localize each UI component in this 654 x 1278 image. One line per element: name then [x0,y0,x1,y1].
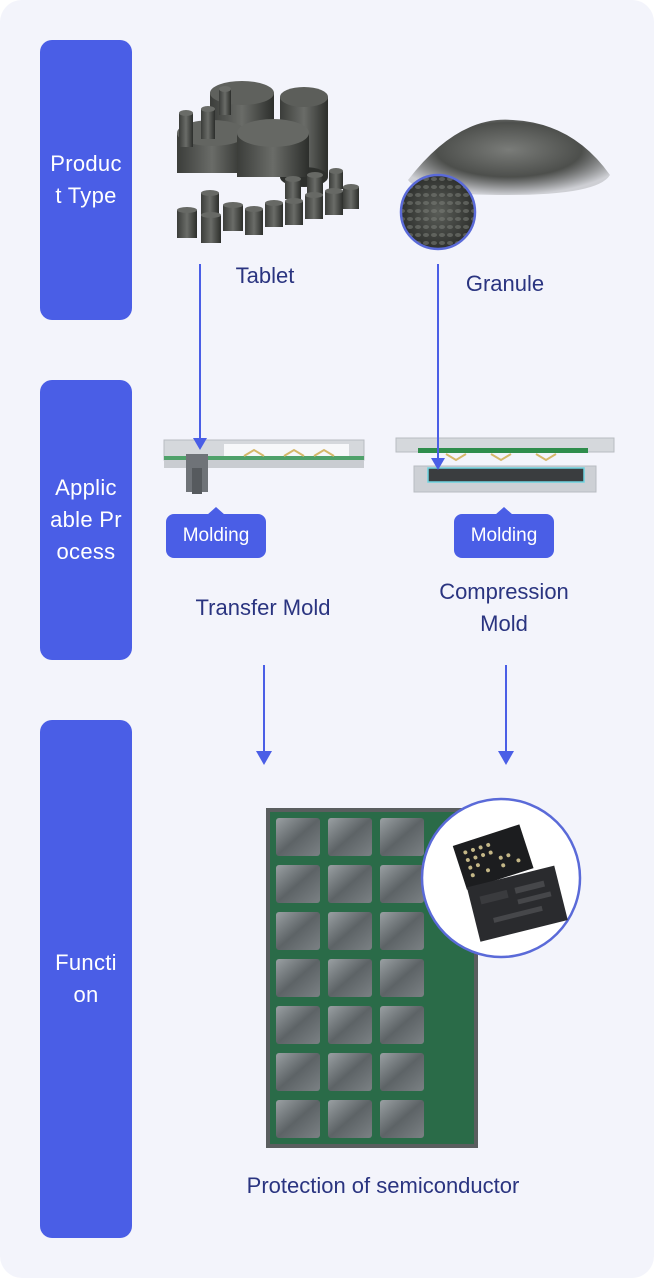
tray-chip [380,1006,424,1044]
transfer-down-arrow [256,665,272,765]
tray-chip [328,818,372,856]
tablet-arrow [193,264,207,450]
tray-chip [328,959,372,997]
tray-chip [380,818,424,856]
label-applicable-process: Applicable Process [40,380,132,660]
tray-chip [328,865,372,903]
compression-mold-diagram [395,437,615,493]
compression-mold-label-line2: Mold [480,611,528,636]
tablet-label: Tablet [235,263,295,288]
compression-down-arrow [498,665,514,765]
transfer-molding-badge: Molding [166,507,266,558]
tray-chip [380,1100,424,1138]
granule-pile-image [399,119,610,251]
transfer-mold-diagram [163,439,365,494]
compression-mold-label-line1: Compression [439,579,569,604]
tray-chip [276,865,320,903]
tray-chip [276,818,320,856]
label-function-text: Function [55,950,117,1007]
tray-chip [328,912,372,950]
tray-chip [276,1006,320,1044]
tray-chip [276,1100,320,1138]
label-function: Function [40,720,132,1238]
tray-chip [276,959,320,997]
label-applicable-process-text: Applicable Process [50,475,122,564]
tray-chip [328,1053,372,1091]
granule-label: Granule [465,271,545,296]
tablet-pellets-image [177,81,359,243]
tray-chip [380,865,424,903]
tray-chip [380,959,424,997]
granule-arrow [431,264,445,470]
function-caption: Protection of semiconductor [246,1173,520,1198]
tray-chip [380,912,424,950]
transfer-mold-label: Transfer Mold [195,595,331,620]
tray-chip [380,1053,424,1091]
tray-chip [276,912,320,950]
tray-chip [276,1053,320,1091]
tray-chip [328,1006,372,1044]
compression-molding-badge: Molding [454,507,554,558]
tray-chip [328,1100,372,1138]
label-product-type-text: Product Type [50,151,122,208]
chip-closeup-image [420,797,582,959]
label-product-type: Product Type [40,40,132,320]
